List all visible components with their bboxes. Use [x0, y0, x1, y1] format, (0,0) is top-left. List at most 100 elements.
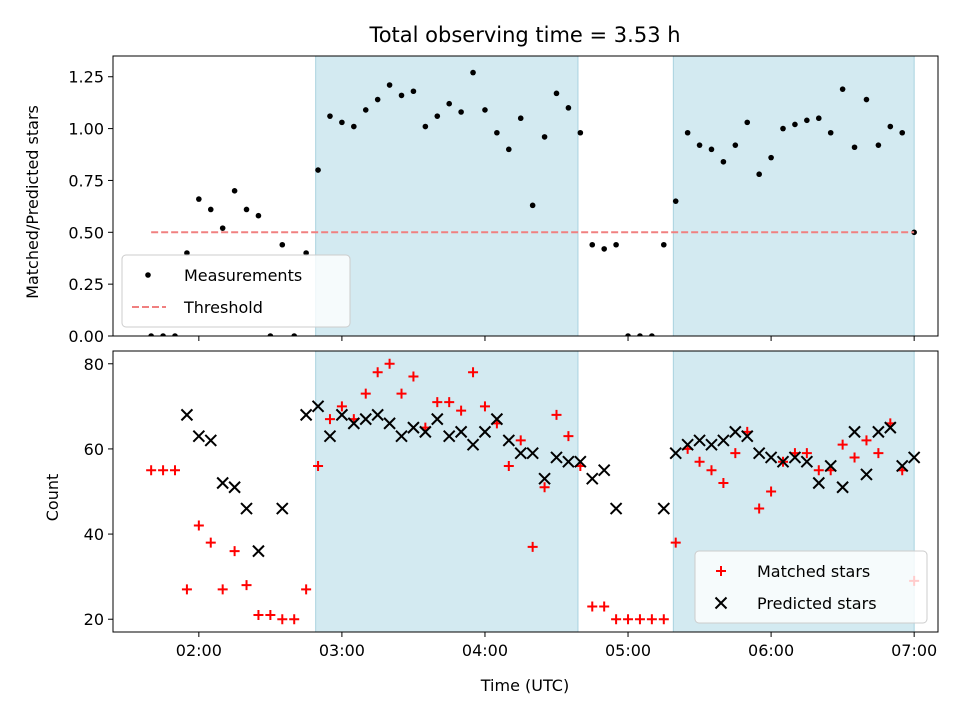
measurement-point [827, 129, 834, 136]
measurement-point [804, 117, 810, 124]
matched-stars-point [861, 435, 872, 446]
measurement-point [279, 241, 286, 248]
predicted-stars-point [204, 434, 217, 447]
predicted-stars-point [526, 446, 539, 460]
predicted-stars-point [788, 451, 802, 464]
predicted-stars-point [252, 544, 265, 558]
legend-label: Threshold [183, 298, 263, 317]
predicted-stars-point [347, 417, 361, 430]
measurement-point [732, 142, 739, 148]
measurement-point [899, 129, 906, 136]
predicted-stars-point [764, 451, 778, 464]
x-tick-label: 07:00 [891, 641, 937, 660]
x-axis-label: Time (UTC) [480, 676, 569, 695]
x-tick-label: 02:00 [176, 641, 222, 660]
measurement-point [255, 212, 262, 219]
measurement-point [863, 96, 870, 103]
predicted-stars-point [442, 429, 456, 443]
measurement-point [684, 129, 691, 136]
measurement-point [327, 113, 333, 119]
measurement-point [446, 100, 452, 107]
predicted-stars-point [693, 434, 706, 447]
observing-interval-0 [315, 55, 579, 337]
measurement-point [553, 90, 560, 97]
y-tick-label: 0.25 [68, 275, 104, 294]
observing-intervals-top [315, 55, 915, 337]
measurement-point [875, 142, 882, 148]
matched-stars-point [169, 465, 180, 476]
predicted-stars-point [597, 464, 611, 477]
matched-stars-point [301, 584, 312, 595]
predicted-stars-point [800, 455, 814, 468]
observing-interval-1 [672, 55, 915, 337]
x-tick-label: 06:00 [748, 641, 794, 660]
top-legend: Measurements Threshold [121, 254, 351, 328]
predicted-stars-point [478, 425, 492, 439]
matched-stars-point [324, 414, 335, 425]
predicted-stars-point [407, 421, 420, 434]
measurement-point [184, 250, 190, 256]
predicted-stars-point [192, 429, 206, 443]
measurement-point [303, 250, 309, 256]
matched-stars-point [539, 482, 550, 493]
predicted-stars-point [383, 417, 396, 430]
legend-key-measurements [145, 272, 151, 278]
measurement-point [291, 333, 298, 336]
predicted-stars-point [907, 451, 921, 464]
measurement-point [148, 333, 154, 336]
measurement-point [160, 333, 166, 336]
y-tick-label: 40 [84, 525, 104, 544]
x-tick-label: 05:00 [605, 641, 651, 660]
predicted-stars-point [669, 446, 682, 460]
y-tick-label: 0.75 [68, 171, 104, 190]
matched-stars-point [479, 401, 490, 412]
measurement-point [315, 167, 321, 173]
predicted-stars-point [538, 472, 551, 485]
bottom-y-axis-label: Count [43, 474, 62, 522]
predicted-stars-point [228, 481, 241, 494]
matched-stars-point [813, 465, 824, 476]
measurement-point [470, 69, 476, 76]
matched-stars-point [468, 367, 479, 378]
predicted-stars-point [681, 438, 694, 451]
matched-stars-point [801, 448, 812, 459]
predicted-stars-point [514, 446, 527, 460]
predicted-stars-point [502, 434, 516, 447]
measurement-point [577, 129, 584, 136]
matched-stars-point [193, 520, 204, 531]
predicted-stars-point [860, 468, 873, 481]
measurement-point [672, 198, 679, 204]
matched-stars-point [217, 584, 228, 595]
predicted-stars-point [335, 408, 349, 422]
matched-stars-point [289, 614, 300, 625]
predicted-stars-point [311, 400, 325, 413]
predicted-stars-point [240, 502, 253, 515]
matched-stars-point [718, 477, 729, 488]
measurement-point [351, 123, 357, 130]
y-tick-label: 1.00 [68, 120, 104, 139]
measurement-point [506, 146, 512, 153]
y-tick-label: 80 [84, 355, 104, 374]
matched-stars-point [384, 358, 395, 369]
measurement-point [601, 246, 607, 252]
predicted-stars-point [574, 455, 587, 468]
measurement-point [517, 115, 524, 122]
predicted-stars-point [741, 429, 754, 443]
y-tick-label: 60 [84, 440, 104, 459]
measurement-point [708, 146, 715, 153]
predicted-stars-point [586, 472, 599, 485]
top-panel: 0.00 0.25 0.50 0.75 1.00 1.25 Matched/Predict… [23, 55, 939, 346]
matched-stars-point [396, 388, 407, 399]
measurement-point [589, 241, 596, 248]
matched-stars-point [336, 401, 347, 412]
predicted-stars-point [323, 429, 337, 443]
measurement-point [196, 196, 202, 202]
measurement-point [637, 333, 643, 336]
matched-stars-point [694, 456, 705, 467]
matched-stars-point [360, 388, 371, 399]
x-tick-label: 04:00 [462, 641, 508, 660]
measurement-point [780, 125, 786, 132]
matched-stars-point [634, 614, 645, 625]
measurement-point [529, 202, 536, 209]
matched-stars-point [408, 371, 419, 382]
